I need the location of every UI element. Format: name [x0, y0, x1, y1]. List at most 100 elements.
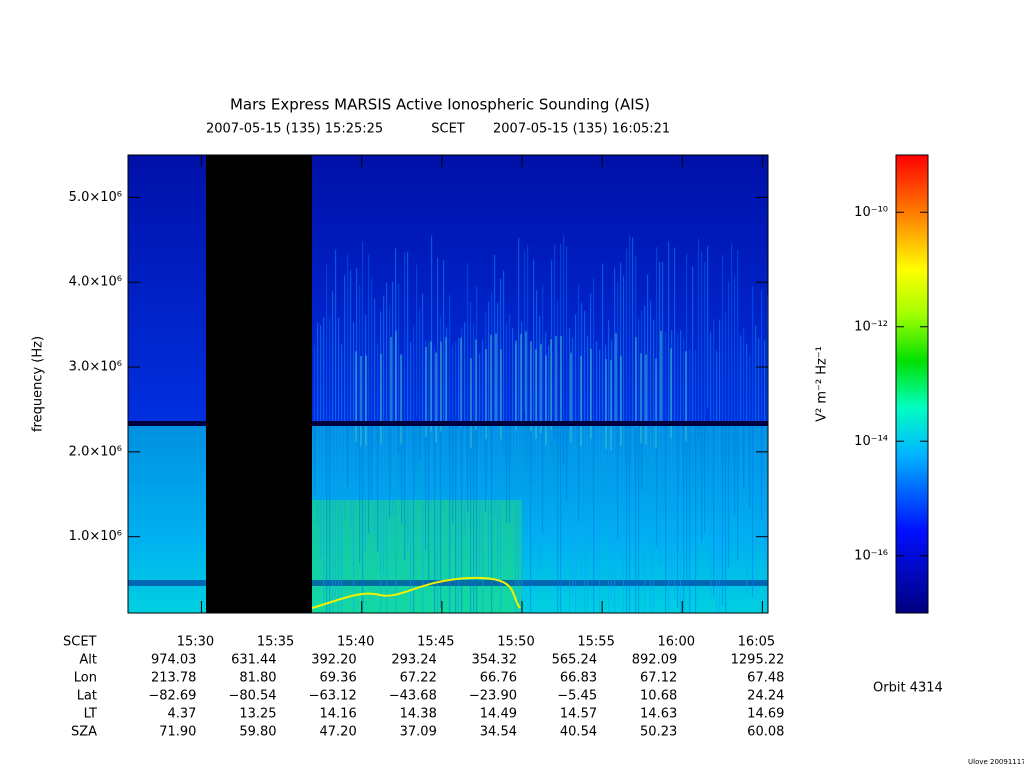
spectrogram-stripe — [410, 341, 412, 613]
spectrogram-stripe — [617, 282, 619, 541]
spectrogram-stripe — [596, 340, 598, 577]
spectrogram-stripe — [404, 252, 406, 561]
spectrogram-stripe — [425, 340, 427, 551]
ephemeris-value: 69.36 — [320, 671, 357, 686]
spectrogram-stripe — [580, 356, 582, 447]
spectrogram-stripe — [530, 341, 532, 432]
spectrogram-stripe — [473, 323, 475, 613]
ephemeris-value: 81.80 — [239, 671, 276, 686]
spectrogram-stripe — [355, 351, 357, 442]
spectrogram-stripe — [390, 336, 392, 427]
spectrogram-stripe — [380, 311, 382, 613]
spectrogram-stripe — [535, 349, 537, 440]
ephemeris-value: −63.12 — [309, 689, 357, 704]
ephemeris-row-label: Alt — [79, 653, 97, 668]
spectrogram-stripe — [476, 285, 478, 613]
x-tick-label: 16:00 — [658, 635, 695, 650]
spectrogram-stripe — [743, 327, 745, 489]
credit: Ulove 20091117 — [968, 758, 1024, 766]
spectrogram-stripe — [704, 262, 706, 533]
spectrogram-stripe — [713, 319, 715, 597]
ephemeris-value: 34.54 — [480, 725, 517, 740]
spectrogram-stripe — [488, 301, 490, 577]
spectrogram-stripe — [707, 246, 709, 408]
ephemeris-value: 14.16 — [320, 707, 357, 722]
ephemeris-value: 47.20 — [320, 725, 357, 740]
spectrogram-stripe — [428, 342, 430, 586]
spectrogram-stripe — [640, 353, 642, 444]
spectrogram-stripe — [645, 354, 647, 445]
ephemeris-value: 14.63 — [640, 707, 677, 722]
spectrogram-stripe — [566, 245, 568, 500]
spectrogram-stripe — [460, 337, 462, 428]
ephemeris-value: −43.68 — [389, 689, 437, 704]
spectrogram-stripe — [413, 326, 415, 613]
spectrogram-stripe — [520, 333, 522, 424]
ephemeris-value: 14.57 — [560, 707, 597, 722]
spectrogram-stripe — [731, 242, 733, 424]
ephemeris-value: 67.48 — [747, 671, 784, 686]
ephemeris-value: 892.09 — [632, 653, 678, 668]
spectrogram-stripe — [610, 359, 612, 450]
spectrogram-stripe — [599, 349, 601, 613]
spectrogram-stripe — [550, 339, 552, 430]
spectrogram-stripe — [734, 276, 736, 515]
plot-frame — [127, 154, 769, 614]
ephemeris-value: 37.09 — [400, 725, 437, 740]
spectrogram-band — [128, 580, 768, 586]
x-tick-label: 15:30 — [177, 635, 214, 650]
spectrogram-stripe — [701, 251, 703, 542]
x-tick-label: 15:45 — [417, 635, 454, 650]
spectrogram-stripe — [455, 342, 457, 613]
spectrogram-stripe — [635, 337, 637, 428]
spectrogram-stripe — [374, 298, 376, 532]
spectrogram-stripe — [482, 339, 484, 613]
spectrogram-stripe — [590, 348, 592, 439]
ephemeris-row-label: SCET — [63, 635, 97, 650]
spectrogram-stripe — [430, 341, 432, 432]
ephemeris-value: 40.54 — [560, 725, 597, 740]
ephemeris-value: 354.32 — [471, 653, 517, 668]
spectrogram-stripe — [440, 316, 442, 608]
spectrogram-stripe — [437, 257, 439, 613]
ephemeris-row-label: LT — [84, 707, 97, 722]
spectrogram-stripe — [614, 267, 616, 613]
spectrogram-stripe — [605, 359, 607, 450]
ephemeris-value: 392.20 — [311, 653, 357, 668]
data-gap — [206, 155, 312, 613]
spectrogram-stripe — [554, 244, 556, 438]
spectrogram-stripe — [485, 349, 487, 440]
spectrogram-stripe — [671, 330, 673, 582]
spectrogram-stripe — [758, 337, 760, 551]
spectrogram-stripe — [560, 335, 562, 426]
spectrogram-stripe — [602, 263, 604, 466]
y-tick-label: 4.0×10⁶ — [69, 275, 122, 290]
ephemeris-value: −5.45 — [557, 689, 597, 704]
spectrogram-stripe — [435, 352, 437, 443]
ephemeris-value: 67.12 — [640, 671, 677, 686]
colorbar-label: V² m⁻² Hz⁻¹ — [815, 346, 830, 422]
spectrogram-stripe — [407, 251, 409, 550]
spectrogram-stripe — [500, 278, 502, 613]
spectrogram-stripe — [593, 277, 595, 613]
spectrogram-stripe — [398, 283, 400, 454]
spectrogram-stripe — [494, 254, 496, 517]
ephemeris-value: 13.25 — [239, 707, 276, 722]
spectrogram-stripe — [540, 343, 542, 434]
spectrogram-stripe — [555, 336, 557, 427]
spectrogram-stripe — [527, 245, 529, 423]
spectrogram-stripe — [660, 330, 662, 421]
spectrogram-stripe — [548, 346, 550, 535]
spectrogram-stripe — [570, 352, 572, 443]
spectrogram-stripe — [350, 270, 352, 528]
spectrogram-stripe — [737, 250, 739, 561]
ephemeris-value: 213.78 — [151, 671, 197, 686]
spectrogram-stripe — [539, 315, 541, 572]
spectrogram-stripe — [395, 330, 397, 421]
ephemeris-value: 24.24 — [747, 689, 784, 704]
ephemeris-value: 565.24 — [552, 653, 598, 668]
spectrogram-stripe — [326, 264, 328, 613]
chart-title: Mars Express MARSIS Active Ionospheric S… — [230, 96, 650, 114]
spectrogram-stripe — [389, 305, 391, 519]
spectrogram-stripe — [383, 295, 385, 575]
